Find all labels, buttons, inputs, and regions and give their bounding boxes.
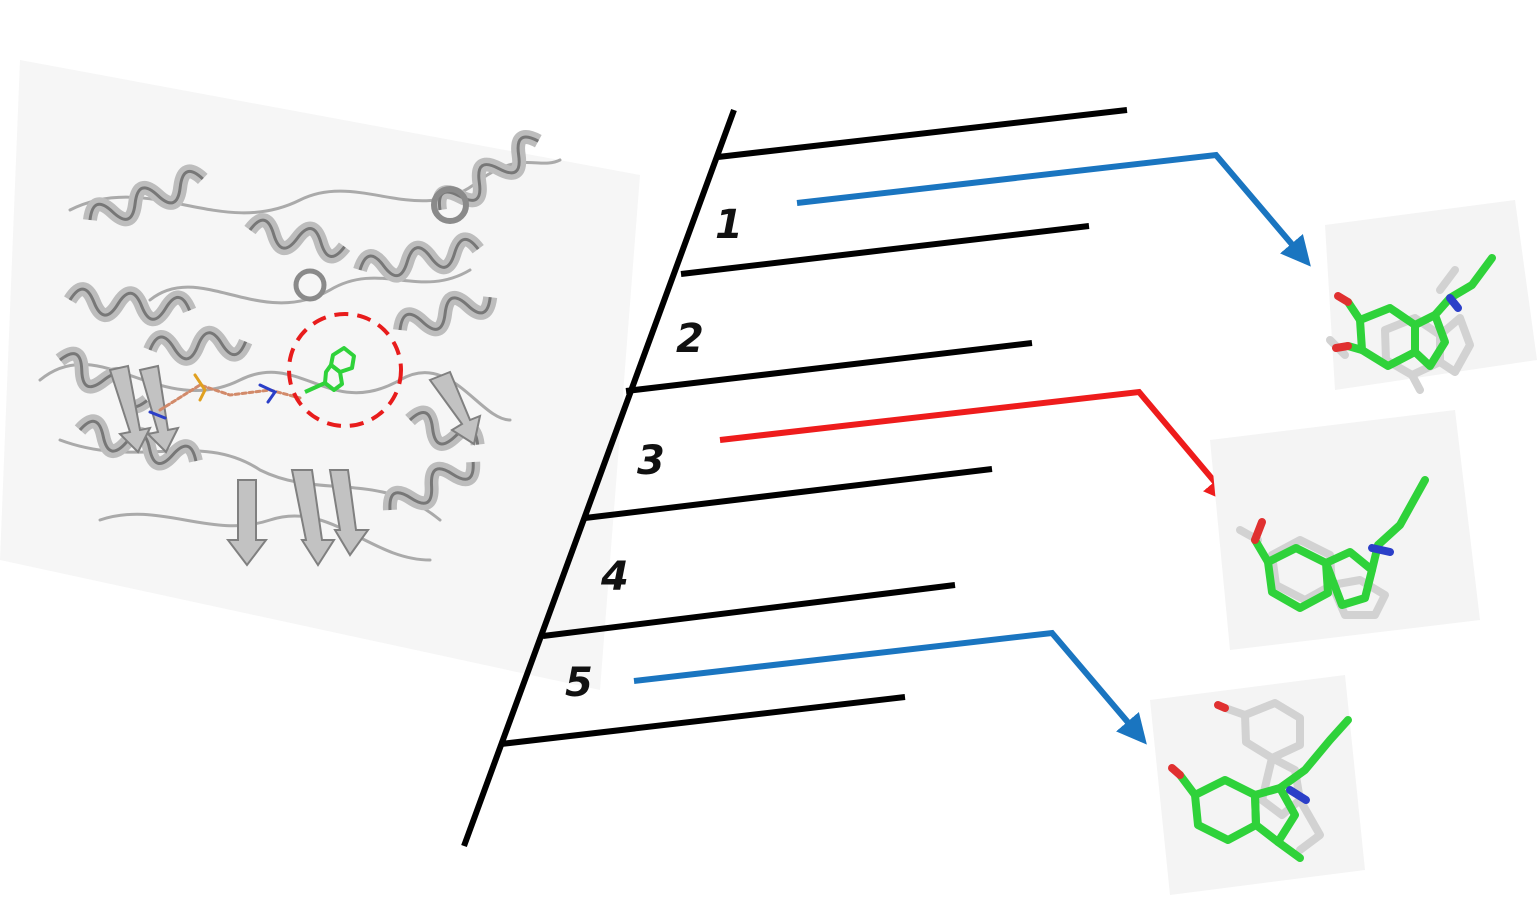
bin-label-2: 2	[676, 316, 704, 362]
ladder-rung	[584, 466, 993, 521]
bin-ladder	[461, 107, 1128, 848]
ladder-rung	[542, 582, 956, 639]
bin-label-1: 1	[715, 202, 743, 248]
ligand-pose-image-2	[1210, 410, 1480, 650]
protein-structure-image	[0, 60, 640, 690]
ladder-spine	[461, 108, 737, 848]
bin-label-5: 5	[565, 660, 593, 706]
ladder-rung	[680, 223, 1090, 277]
bin-label-3: 3	[637, 438, 665, 484]
ladder-rung	[717, 107, 1128, 160]
ladder-rung	[500, 694, 906, 747]
binding-site-circle	[287, 312, 403, 428]
bin-label-4: 4	[600, 554, 629, 600]
arrow-bin-3	[719, 388, 1234, 505]
arrow-bin-1	[796, 151, 1311, 267]
arrow-bin-5	[633, 629, 1147, 745]
ladder-rung	[625, 340, 1033, 394]
ligand-pose-image-1	[1325, 200, 1537, 394]
ligand-pose-image-3	[1150, 675, 1365, 895]
